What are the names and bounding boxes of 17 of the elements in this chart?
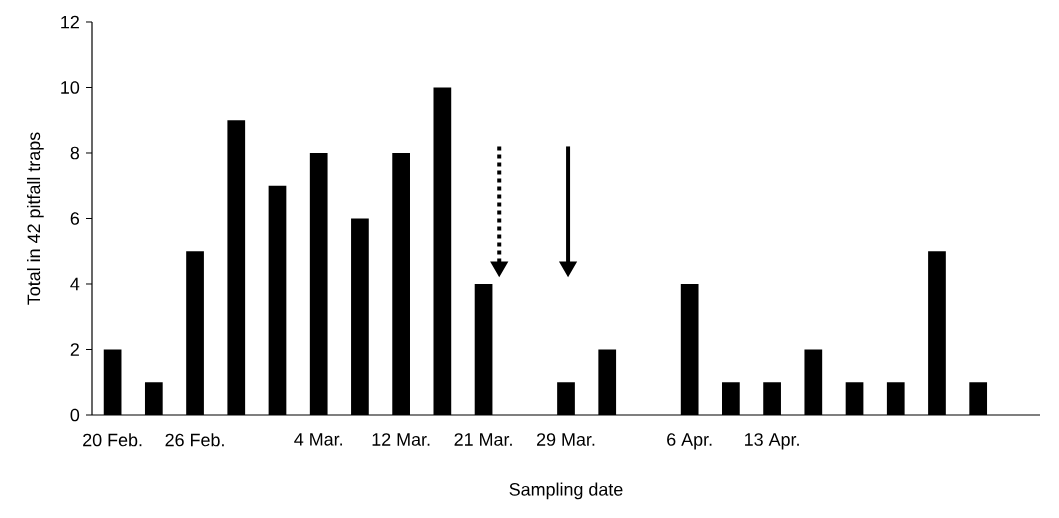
x-tick-label: 26 Feb. (165, 433, 224, 447)
x-tick-label: 21 Mar. (454, 433, 512, 446)
y-tick-label: 6 (70, 212, 80, 225)
y-tick-label: 2 (70, 343, 79, 356)
y-tick-label: 10 (61, 81, 80, 94)
x-tick-label: 12 Mar. (372, 433, 430, 446)
x-tick-label: 20 Feb. (83, 433, 142, 447)
y-tick-label: 8 (70, 146, 80, 160)
x-tick-label: 6 Apr. (667, 433, 712, 450)
y-tick-label: 4 (70, 277, 80, 291)
x-tick-label: 29 Mar. (537, 433, 595, 446)
y-tick-label: 12 (61, 15, 79, 29)
y-tick-label: 0 (70, 408, 80, 422)
x-tick-label: 13 Apr. (745, 433, 799, 450)
x-axis-title: Sampling date (509, 482, 623, 500)
x-tick-label: 4 Mar. (294, 433, 342, 446)
y-axis-title: Total in 42 pitfall traps (27, 132, 44, 305)
